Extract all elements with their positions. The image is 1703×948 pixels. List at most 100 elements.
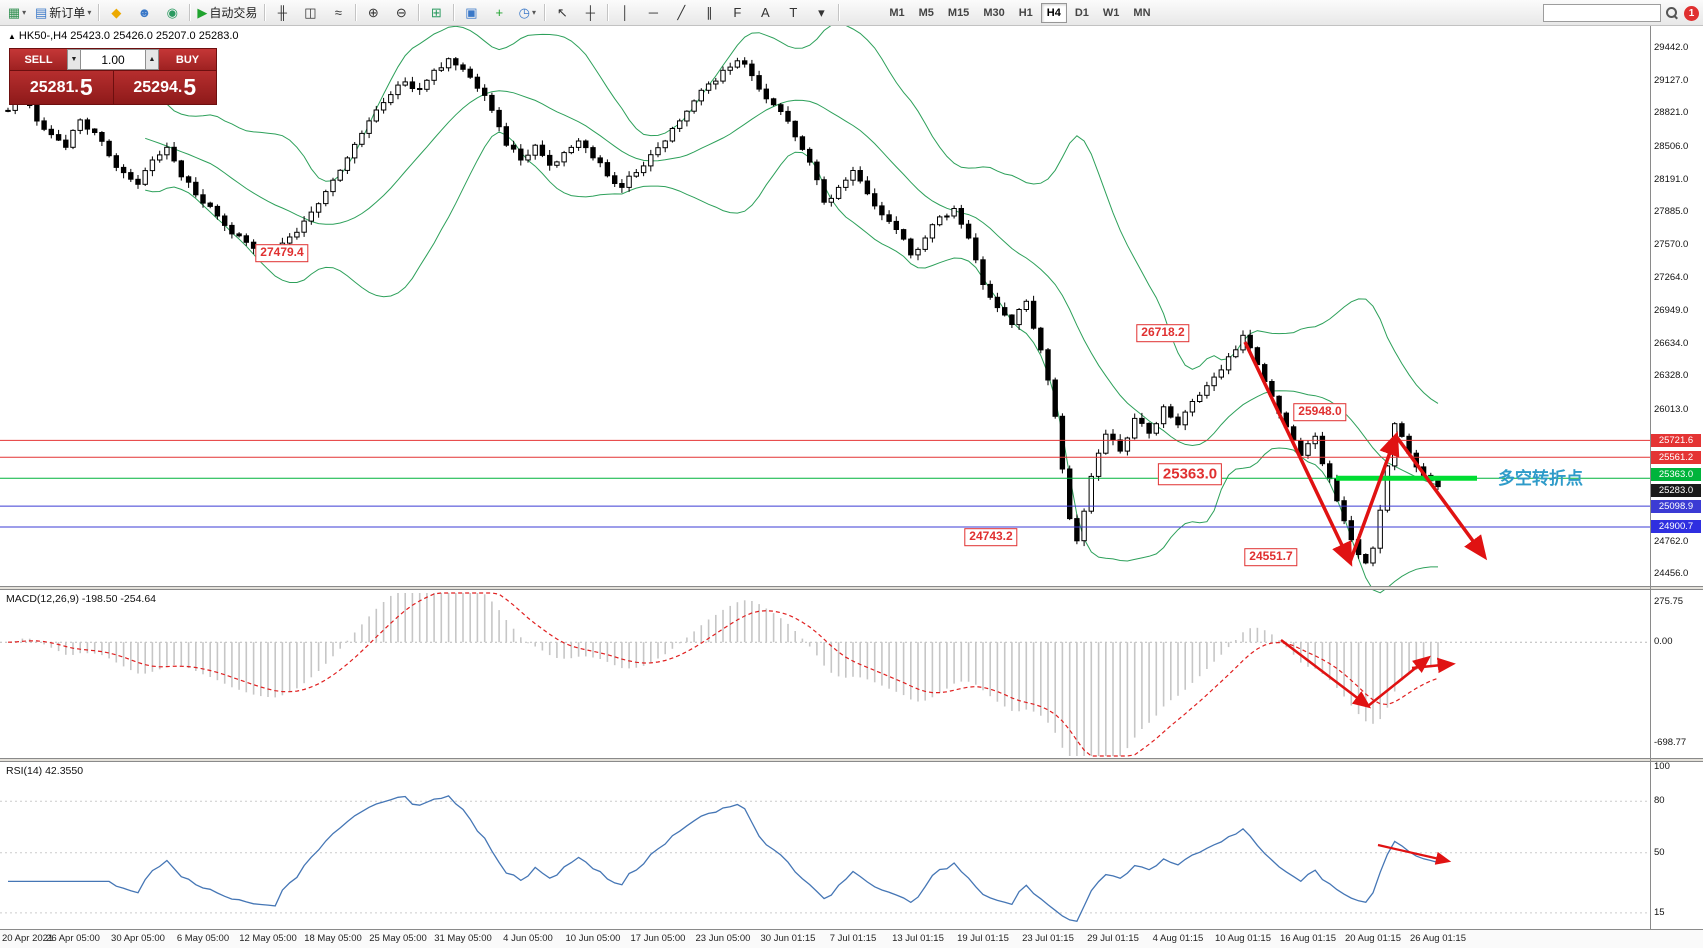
zoom-in-icon[interactable]: ⊕ [359,2,387,24]
volume-decrease-button[interactable]: ▼ [67,49,81,70]
new-chart-icon: ▦ [7,5,21,20]
time-axis[interactable] [0,930,1703,948]
trend-arrow [1348,431,1400,563]
price-annotation[interactable]: 26718.2 [1136,324,1190,342]
news-icon[interactable]: ◉ [158,2,186,24]
text-label-icon: T [789,5,798,20]
trend-line-icon[interactable]: ╱ [667,2,695,24]
toolbar-icon-group: ▦ ▾ ▤ 新订单 ▾ ◆ ☻ ◉ ▶ 自动交易 ╫ ◫ ≈ ⊕ ⊖ ⊞ ▣ + ◷ ▾ ↖ ┼ │ ─ ╱ ∥ F A T ▾ [3,0,842,25]
timeframe-button-m15[interactable]: M15 [947,6,970,19]
profile-icon[interactable]: ☻ [130,2,158,24]
crosshair-icon: ┼ [585,5,595,20]
timeframe-toolbar: M1 M5 M15 M30 H1 H4 D1 W1 MN [882,2,1157,23]
tile-windows-icon: ⊞ [430,5,442,20]
volume-increase-button[interactable]: ▲ [145,49,159,70]
mql5-community-icon: ◆ [111,5,122,20]
toolbar-separator [98,4,100,21]
periods-icon[interactable]: ◷ ▾ [513,2,541,24]
cursor-icon: ↖ [556,5,568,20]
crosshair-icon[interactable]: ┼ [576,2,604,24]
price-annotation[interactable]: 24743.2 [964,528,1018,546]
zoom-out-icon: ⊖ [395,5,407,20]
toolbar-separator [838,4,840,21]
timeframe-button-h4[interactable]: H4 [1040,2,1067,23]
trend-line-icon: ╱ [677,5,686,20]
candlestick-chart-icon: ◫ [304,5,317,20]
bollinger-lower-band [145,131,1438,594]
macd-pane-plot[interactable] [0,590,1703,758]
timeframe-button-d1[interactable]: D1 [1074,6,1089,19]
trend-arrow [1367,655,1432,708]
fibonacci-icon[interactable]: F [723,2,751,24]
price-annotation[interactable]: 24551.7 [1244,548,1298,566]
timeframe-button-mn[interactable]: MN [1133,6,1151,19]
search-input[interactable] [1543,4,1661,22]
shapes-dropdown-icon: ▾ [818,5,825,20]
sell-price-big-digit: 5 [79,74,93,101]
autotrade-button-label: 自动交易 [209,6,258,20]
add-indicator-icon[interactable]: + [485,2,513,24]
timeframe-button-w1[interactable]: W1 [1102,6,1120,19]
bollinger-middle-band [145,90,1439,486]
new-chart-icon[interactable]: ▦ ▾ [3,2,31,24]
rsi-line [8,795,1439,923]
timeframe-button-h1[interactable]: H1 [1018,6,1033,19]
sell-label: SELL [10,49,67,70]
shapes-dropdown-icon[interactable]: ▾ [807,2,835,24]
toolbar-separator [544,4,546,21]
toolbar: ▦ ▾ ▤ 新订单 ▾ ◆ ☻ ◉ ▶ 自动交易 ╫ ◫ ≈ ⊕ ⊖ ⊞ ▣ + ◷ ▾ ↖ ┼ │ ─ ╱ ∥ F A T ▾ M1 M5… [0,0,1703,26]
arrange-windows-icon: ▣ [465,5,478,20]
periods-icon: ◷ [518,5,530,20]
notification-badge[interactable]: 1 [1684,5,1699,21]
new-order-button-label: 新订单 [49,6,86,20]
chevron-down-icon: ▾ [22,8,27,17]
candlestick-chart-icon[interactable]: ◫ [296,2,324,24]
price-annotation[interactable]: 25948.0 [1293,403,1347,421]
autotrade-button: ▶ [197,5,208,20]
horizontal-line-icon[interactable]: ─ [639,2,667,24]
toolbar-separator [607,4,609,21]
timeframe-button-m30[interactable]: M30 [983,6,1005,19]
bar-chart-icon: ╫ [277,5,287,20]
toolbar-separator [453,4,455,21]
chevron-down-icon: ▾ [87,8,92,17]
line-chart-icon[interactable]: ≈ [324,2,352,24]
price-annotation[interactable]: 27479.4 [255,244,309,262]
tile-windows-icon[interactable]: ⊞ [422,2,450,24]
text-icon[interactable]: A [751,2,779,24]
trend-arrow [1411,657,1456,674]
search-icon[interactable] [1666,6,1679,20]
autotrade-button[interactable]: ▶ 自动交易 [193,2,261,24]
trend-arrow [1280,638,1372,709]
chevron-down-icon: ▾ [532,8,537,17]
equidistant-channel-icon: ∥ [706,5,713,20]
add-indicator-icon: + [495,5,504,20]
zoom-out-icon[interactable]: ⊖ [387,2,415,24]
profile-icon: ☻ [137,5,152,20]
timeframe-button-m1[interactable]: M1 [889,6,905,19]
text-label-icon[interactable]: T [779,2,807,24]
rsi-pane-plot[interactable] [0,762,1703,929]
equidistant-channel-icon[interactable]: ∥ [695,2,723,24]
buy-label: BUY [159,49,216,70]
main-chart-plot[interactable] [0,26,1703,586]
trend-arrow [1377,843,1452,865]
cursor-icon[interactable]: ↖ [548,2,576,24]
toolbar-separator [189,4,191,21]
buy-button[interactable]: 25294. 5 [112,71,216,104]
one-click-trading-panel: SELL ▼ ▲ BUY 25281. 5 25294. 5 [9,48,217,105]
vertical-line-icon[interactable]: │ [611,2,639,24]
sell-button[interactable]: 25281. 5 [10,71,113,104]
mql5-community-icon[interactable]: ◆ [102,2,130,24]
macd-signal-line [7,592,1439,757]
sell-price: 25281. [29,78,79,96]
new-order-button[interactable]: ▤ 新订单 ▾ [31,2,95,24]
timeframe-button-m5[interactable]: M5 [918,6,934,19]
volume-input[interactable] [81,49,145,70]
buy-price-big-digit: 5 [183,74,197,101]
arrange-windows-icon[interactable]: ▣ [457,2,485,24]
bar-chart-icon[interactable]: ╫ [268,2,296,24]
price-annotation[interactable]: 25363.0 [1157,463,1223,485]
